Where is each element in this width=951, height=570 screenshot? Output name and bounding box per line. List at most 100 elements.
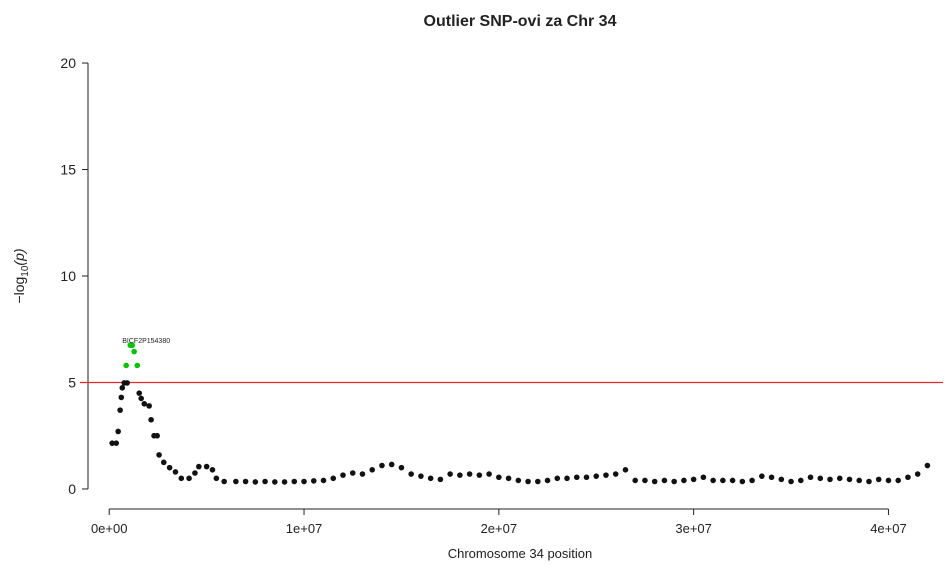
point [729, 477, 736, 484]
point [759, 473, 765, 479]
point [661, 477, 668, 484]
point [233, 478, 239, 485]
point [720, 477, 726, 484]
point [340, 472, 346, 478]
point [700, 474, 707, 481]
point [141, 400, 148, 407]
point [146, 403, 152, 409]
point [388, 461, 395, 468]
point [476, 472, 483, 478]
point [895, 477, 901, 484]
point [622, 466, 629, 473]
point [272, 479, 278, 485]
point [632, 477, 639, 484]
point [281, 479, 288, 485]
point [797, 477, 804, 484]
point [172, 469, 179, 475]
point [554, 475, 561, 482]
point [642, 477, 648, 484]
point [160, 459, 167, 466]
point [447, 471, 453, 477]
point [603, 472, 609, 478]
point [534, 478, 541, 485]
point [178, 475, 185, 482]
point [856, 477, 863, 484]
x-tick-label: 0e+00 [91, 521, 128, 536]
point [123, 362, 129, 369]
point [209, 466, 216, 473]
point [109, 440, 115, 446]
point [905, 474, 911, 481]
point [690, 476, 697, 483]
point [359, 471, 366, 477]
point [291, 478, 298, 485]
y-label-sub: 10 [20, 265, 31, 277]
point [156, 452, 162, 458]
point [213, 475, 220, 482]
point [118, 394, 125, 401]
y-label-part: (p) [11, 248, 27, 265]
point [221, 478, 227, 485]
point [310, 478, 317, 484]
point [671, 478, 677, 485]
point [827, 476, 833, 483]
point [807, 474, 814, 481]
point [496, 474, 502, 481]
point [593, 473, 600, 479]
x-tick-label: 2e+07 [481, 521, 518, 536]
y-tick-label: 10 [60, 268, 76, 284]
y-axis-label: −log10(p) [11, 248, 31, 303]
point [749, 477, 755, 484]
point [486, 471, 492, 477]
point [573, 474, 580, 481]
point [301, 478, 307, 485]
point [457, 472, 463, 478]
point [583, 474, 590, 481]
point [398, 464, 405, 471]
point [148, 416, 154, 423]
point [778, 476, 785, 483]
point [885, 477, 892, 484]
y-label-part: −log [11, 277, 27, 304]
point [119, 385, 126, 391]
point [710, 477, 716, 484]
point [330, 475, 337, 482]
x-axis-label: Chromosome 34 position [448, 546, 593, 561]
point [515, 477, 522, 484]
point [115, 428, 121, 435]
point [136, 390, 143, 396]
point [131, 348, 137, 355]
point [134, 362, 141, 369]
point [651, 478, 658, 485]
y-tick-label: 0 [68, 481, 76, 497]
point [113, 440, 120, 446]
y-tick-label: 20 [60, 55, 76, 71]
point [924, 462, 931, 469]
point [817, 475, 824, 482]
y-tick-label: 15 [60, 162, 76, 178]
point [544, 477, 551, 484]
x-tick-label: 3e+07 [675, 521, 712, 536]
point [252, 479, 259, 485]
point [466, 471, 473, 477]
point [525, 478, 531, 485]
point [320, 477, 327, 484]
point [612, 471, 619, 477]
point [242, 478, 249, 485]
point [154, 432, 160, 439]
point [914, 471, 921, 477]
point [836, 475, 843, 482]
point [437, 476, 444, 483]
annotation: BICF2P154380 [122, 338, 170, 345]
x-tick-label: 4e+07 [870, 521, 907, 536]
point [739, 478, 746, 485]
point [262, 478, 268, 485]
point [875, 476, 882, 483]
point [192, 470, 198, 476]
point [379, 462, 385, 469]
point [788, 478, 794, 485]
point [196, 463, 202, 470]
point [768, 474, 775, 481]
point [408, 471, 414, 477]
